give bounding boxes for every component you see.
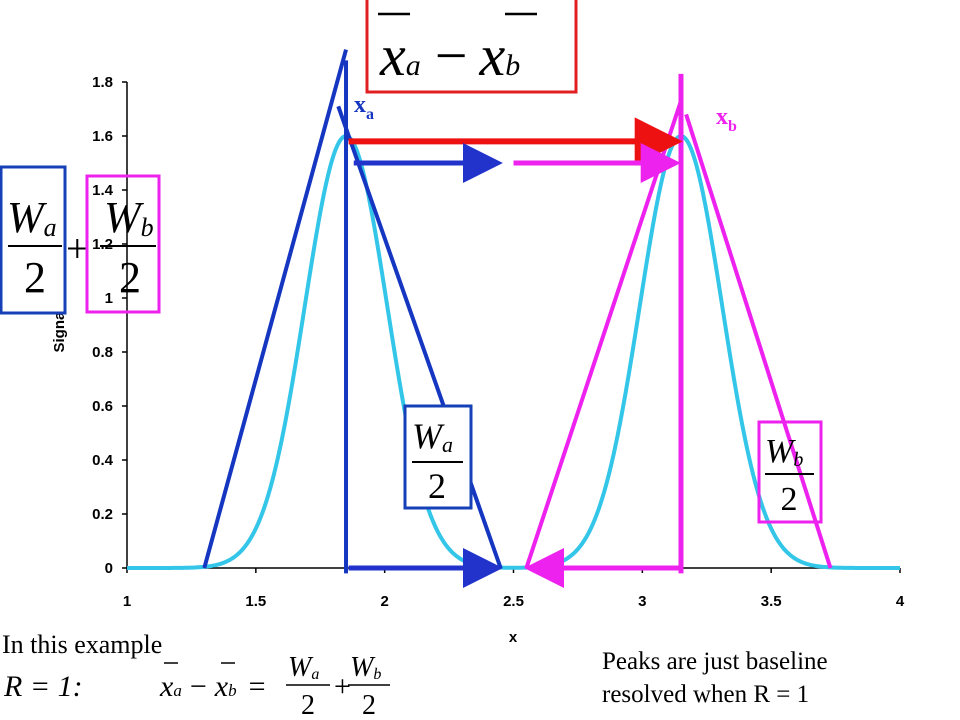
- r-expression: R = 1:: [3, 670, 83, 703]
- tangent-a-right: [336, 105, 503, 569]
- mid-wa-box: [403, 404, 473, 510]
- x-tick-label: 1.5: [245, 593, 266, 610]
- x-tick-label: 1: [123, 593, 131, 610]
- bottom-wb-den: 2: [362, 690, 376, 720]
- mid-wb-box: [757, 420, 823, 524]
- x-axis-title: x: [509, 629, 518, 646]
- bottom-wb-num: Wb: [350, 652, 381, 683]
- y-tick-label: 1.4: [92, 182, 114, 199]
- bottom-wa-num: Wa: [288, 652, 319, 683]
- y-tick-label: 1.6: [92, 128, 113, 145]
- bottom-equation: R = 1: xa − xb = Wa 2 + Wb 2: [3, 652, 390, 720]
- y-tick-label: 0: [105, 560, 113, 577]
- y-tick-label: 1.2: [92, 236, 113, 253]
- left-plus: +: [66, 226, 89, 271]
- annotations: xa xb: [202, 49, 833, 588]
- bottom-plus: +: [334, 670, 351, 703]
- peak-a-label: xa: [354, 92, 374, 123]
- y-tick-label: 0.4: [92, 452, 114, 469]
- x-tick-label: 2.5: [503, 593, 524, 610]
- x-tick-label: 3.5: [761, 593, 782, 610]
- tangent-a-left: [202, 49, 348, 569]
- x-tick-label: 3: [638, 593, 646, 610]
- y-ticks: 0 0.2 0.4 0.6 0.8 1 1.2 1.4 1.6 1.8: [92, 74, 127, 577]
- left-wa-den: 2: [24, 253, 46, 302]
- y-tick-label: 0.6: [92, 398, 113, 415]
- x-tick-label: 4: [896, 593, 905, 610]
- left-wa-num: Wa: [7, 193, 57, 242]
- left-wb-box: [85, 174, 161, 314]
- left-wb-den: 2: [119, 253, 141, 302]
- signal-curve: [127, 134, 900, 570]
- mid-wb-den: 2: [781, 481, 798, 518]
- x-ticks: 1 1.5 2 2.5 3 3.5 4: [123, 568, 905, 610]
- separation-formula: xa − xb: [365, 0, 578, 94]
- tangent-b-right: [684, 113, 833, 569]
- example-note: In this example: [2, 630, 163, 659]
- left-wa-fraction: Wa 2: [0, 165, 67, 315]
- bottom-wa-den: 2: [301, 690, 315, 720]
- bottom-lhs: xa − xb =: [159, 670, 266, 703]
- peak-b-label: xb: [716, 104, 737, 135]
- resolution-note-line-1: Peaks are just baseline: [602, 648, 828, 675]
- mid-wa-den: 2: [428, 466, 446, 506]
- mid-wb-num: Wb: [765, 433, 803, 471]
- separation-formula-text: xa − xb: [379, 23, 520, 88]
- y-axis-title: Signal: [51, 307, 68, 352]
- y-tick-label: 1: [105, 290, 113, 307]
- y-tick-label: 1.8: [92, 74, 113, 91]
- y-tick-label: 0.2: [92, 506, 113, 523]
- mid-wa-num: Wa: [412, 416, 453, 457]
- separation-formula-box: [365, 0, 578, 94]
- left-wb-fraction: Wb 2: [85, 174, 161, 314]
- resolution-note-line-2: resolved when R = 1: [602, 681, 810, 708]
- y-tick-label: 0.8: [92, 344, 113, 361]
- plot-area: 0 0.2 0.4 0.6 0.8 1 1.2 1.4 1.6 1.8 1 1.5 2 2.5 3 3.5 4: [92, 74, 905, 610]
- x-tick-label: 2: [380, 593, 388, 610]
- mid-wb-fraction: Wb 2: [757, 420, 823, 524]
- resolution-note: Peaks are just baseline resolved when R …: [602, 645, 828, 711]
- left-wa-box: [0, 165, 67, 315]
- left-wb-num: Wb: [104, 193, 154, 242]
- mid-wa-fraction: Wa 2: [403, 404, 473, 510]
